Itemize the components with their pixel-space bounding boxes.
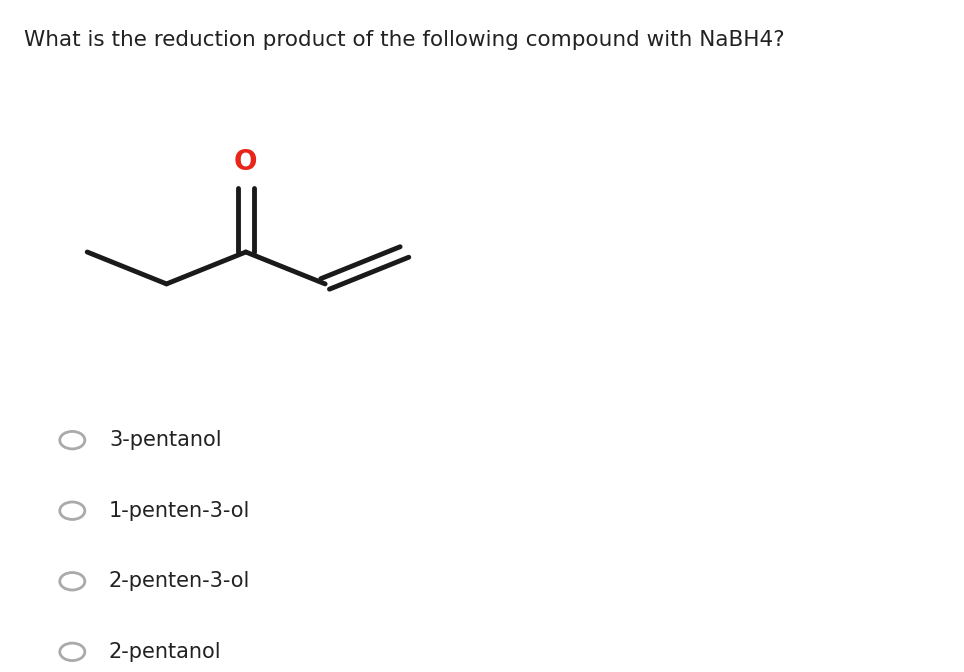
Text: What is the reduction product of the following compound with NaBH4?: What is the reduction product of the fol… (24, 30, 785, 50)
Text: 2-penten-3-ol: 2-penten-3-ol (109, 571, 251, 591)
Text: O: O (234, 148, 257, 176)
Text: 2-pentanol: 2-pentanol (109, 642, 222, 662)
Text: 3-pentanol: 3-pentanol (109, 430, 222, 450)
Text: 1-penten-3-ol: 1-penten-3-ol (109, 501, 251, 521)
